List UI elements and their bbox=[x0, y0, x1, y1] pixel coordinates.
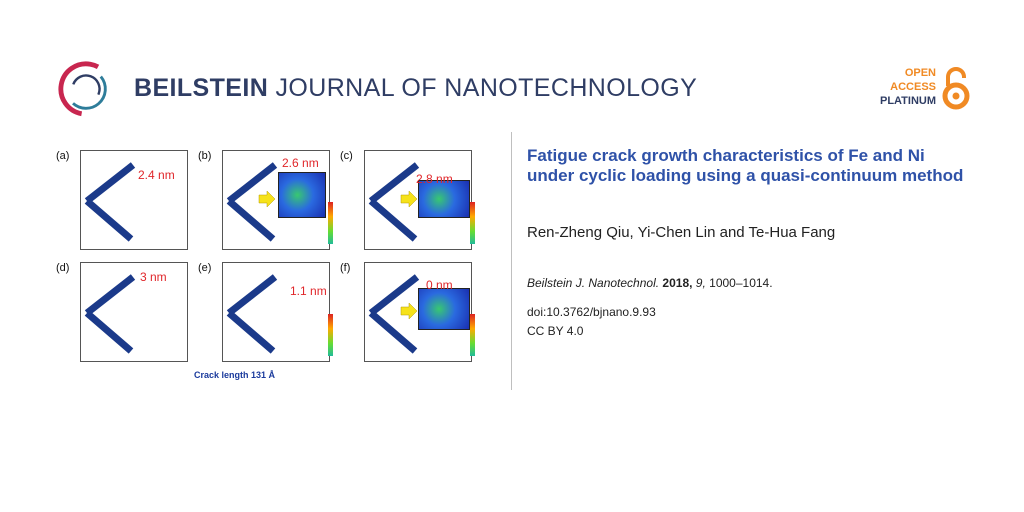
citation-pages: 1000–1014. bbox=[709, 276, 773, 290]
open-access-lock-icon bbox=[942, 67, 970, 110]
figure-panel-b: (b) 2.6 nm bbox=[198, 144, 334, 258]
color-scale bbox=[328, 202, 333, 244]
crack-measure: 3 nm bbox=[140, 270, 167, 284]
figure-panel-a: (a) 2.4 nm bbox=[56, 144, 192, 258]
citation-year: 2018, bbox=[662, 276, 693, 290]
color-scale bbox=[328, 314, 333, 356]
beilstein-logo-icon bbox=[58, 61, 114, 117]
open-access-line-3: PLATINUM bbox=[879, 95, 936, 107]
citation: Beilstein J. Nanotechnol. 2018, 9, 1000–… bbox=[527, 276, 773, 290]
journal-title: BEILSTEIN JOURNAL OF NANOTECHNOLOGY bbox=[134, 74, 697, 103]
open-access-line-2: ACCESS bbox=[890, 81, 936, 93]
figure-panel-f: (f) 0 nm bbox=[340, 256, 476, 370]
graphical-abstract-figure: (a) 2.4 nm (b) 2.6 nm (c) 2.8 n bbox=[56, 144, 480, 384]
panel-label: (f) bbox=[340, 262, 351, 274]
crack-measure: 2.4 nm bbox=[138, 168, 175, 182]
panel-label: (b) bbox=[198, 150, 212, 162]
paper-title[interactable]: Fatigue crack growth characteristics of … bbox=[527, 146, 964, 185]
author-list: Ren-Zheng Qiu, Yi-Chen Lin and Te-Hua Fa… bbox=[527, 224, 836, 241]
figure-panel-e: (e) 1.1 nm bbox=[198, 256, 334, 370]
panel-plot bbox=[80, 262, 188, 362]
panel-label: (e) bbox=[198, 262, 212, 274]
crack-measure: 0 nm bbox=[426, 278, 453, 292]
open-access-badge: OPEN ACCESS PLATINUM bbox=[880, 66, 936, 108]
crack-measure: 1.1 nm bbox=[290, 284, 327, 298]
figure-panel-d: (d) 3 nm bbox=[56, 256, 192, 370]
panel-plot bbox=[222, 262, 330, 362]
zoom-inset bbox=[418, 288, 470, 330]
vertical-divider bbox=[511, 132, 512, 390]
journal-abbrev: Beilstein J. Nanotechnol. bbox=[527, 276, 660, 290]
citation-volume: 9, bbox=[695, 276, 706, 290]
crack-measure: 2.8 nm bbox=[416, 172, 453, 186]
panel-label: (d) bbox=[56, 262, 70, 274]
panel-label: (a) bbox=[56, 150, 70, 162]
journal-title-rest: JOURNAL OF NANOTECHNOLOGY bbox=[268, 74, 698, 102]
crack-length-caption: Crack length 131 Å bbox=[194, 370, 276, 380]
zoom-inset bbox=[278, 172, 326, 218]
zoom-inset bbox=[418, 180, 470, 218]
journal-title-bold: BEILSTEIN bbox=[134, 74, 269, 102]
panel-label: (c) bbox=[340, 150, 353, 162]
crack-measure: 2.6 nm bbox=[282, 156, 319, 170]
doi-link[interactable]: doi:10.3762/bjnano.9.93 bbox=[527, 305, 656, 319]
color-scale bbox=[470, 202, 475, 244]
figure-panel-c: (c) 2.8 nm bbox=[340, 144, 476, 258]
license-text: CC BY 4.0 bbox=[527, 324, 584, 338]
color-scale bbox=[470, 314, 475, 356]
open-access-line-1: OPEN bbox=[904, 67, 936, 79]
panel-plot bbox=[80, 150, 188, 250]
